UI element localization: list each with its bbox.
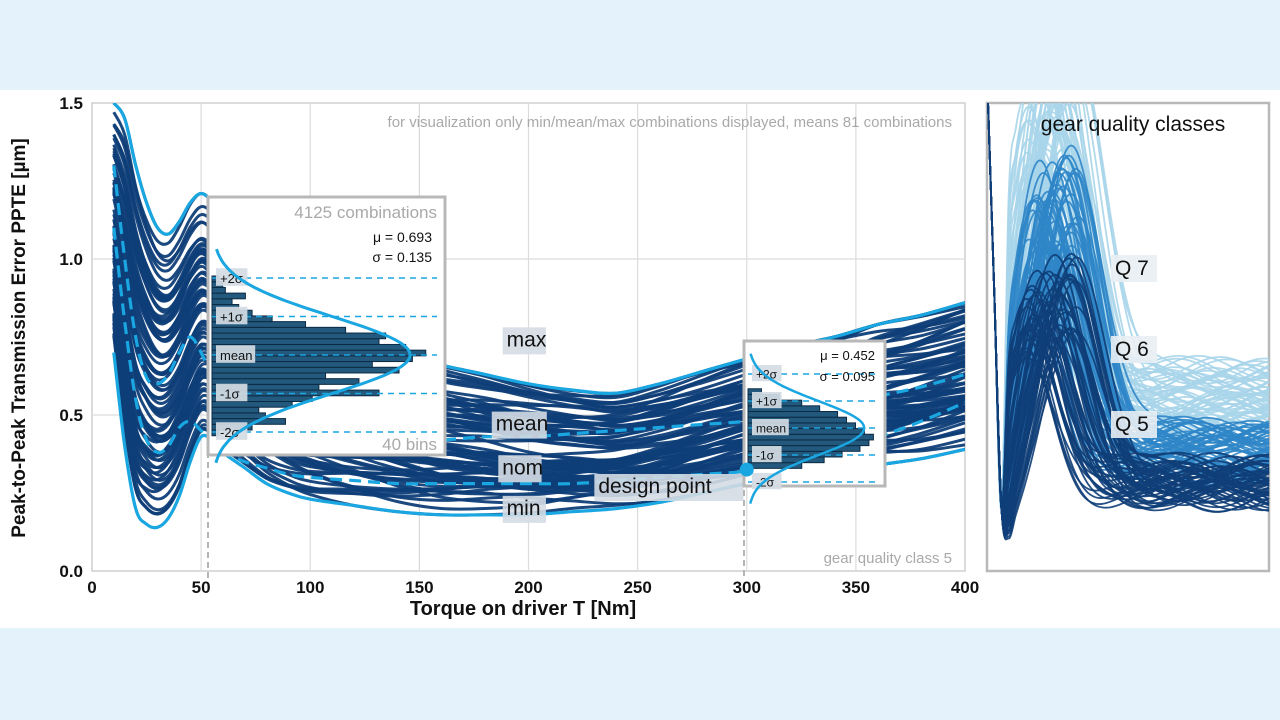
hist1-title: 4125 combinations <box>294 203 437 222</box>
figure-canvas: for visualization only min/mean/max comb… <box>9 94 1271 620</box>
quality-line-Q5 <box>987 103 1270 516</box>
y-tick-label: 1.0 <box>59 250 83 269</box>
quality-line-Q5 <box>987 103 1270 511</box>
x-tick-label: 0 <box>87 578 96 597</box>
quality-label-bg <box>1111 411 1157 438</box>
hist-bar <box>211 326 347 334</box>
hist-sigma-label-bg <box>752 392 782 409</box>
x-tick-label: 200 <box>514 578 542 597</box>
x-axis-label: Torque on driver T [Nm] <box>410 598 636 620</box>
y-tick-labels: 0.0 0.5 1.0 1.5 <box>59 94 83 581</box>
hist-sigma-label-bg <box>752 446 782 463</box>
hist-sigma-label-bg <box>216 345 256 363</box>
hist-sigma-label-bg <box>216 383 248 402</box>
hist-sigma-label: -1σ <box>220 386 240 401</box>
hist-sigma-label: mean <box>756 422 786 436</box>
x-tick-label: 100 <box>296 578 324 597</box>
hist1-mu: μ = 0.693 <box>373 229 432 245</box>
hist1-bins-label: 40 bins <box>382 435 437 454</box>
x-tick-label: 50 <box>192 578 211 597</box>
annotation-bg <box>502 327 546 355</box>
hist-bar <box>211 332 387 340</box>
gear-quality-corner-label: gear quality class 5 <box>824 550 952 567</box>
hist-sigma-label: mean <box>220 348 253 363</box>
figure-band: for visualization only min/mean/max comb… <box>0 90 1280 628</box>
x-tick-labels: 0 50 100 150 200 250 300 350 400 <box>87 578 979 597</box>
series-annotations: max mean nom min design point <box>491 327 744 523</box>
hist-bar <box>211 378 360 385</box>
annotation-design-point: design point <box>598 475 711 498</box>
annotation-bg <box>498 455 542 483</box>
annotation-max: max <box>507 328 547 351</box>
hist2-normal-curve <box>749 353 866 504</box>
quality-line-Q5 <box>987 103 1270 513</box>
y-tick-label: 0.0 <box>59 562 83 581</box>
hist-sigma-label-bg <box>752 419 789 436</box>
hist-sigma-label: +1σ <box>220 309 243 324</box>
design-point-marker <box>739 462 754 477</box>
x-tick-label: 350 <box>842 578 870 597</box>
visualization-note: for visualization only min/mean/max comb… <box>388 114 952 131</box>
quality-line-Q5 <box>987 103 1270 524</box>
hist2-sigma: σ = 0.095 <box>820 369 875 384</box>
y-tick-label: 1.5 <box>59 94 83 113</box>
hist-sigma-label-bg <box>216 268 248 286</box>
annotation-nom: nom <box>502 456 543 479</box>
hist-sigma-label: +2σ <box>220 271 243 286</box>
hist2-bars <box>747 388 874 469</box>
annotation-bg <box>594 474 744 501</box>
y-tick-label: 0.5 <box>59 406 83 425</box>
hist-bar <box>211 400 293 408</box>
hist-bar <box>211 286 226 294</box>
hist-bar <box>747 411 839 418</box>
quality-label-Q6: Q 6 <box>1115 338 1149 361</box>
quality-label-Q5: Q 5 <box>1115 413 1149 436</box>
x-tick-label: 250 <box>623 578 651 597</box>
hist1-bars <box>211 275 427 437</box>
gear-quality-title: gear quality classes <box>1041 113 1225 136</box>
quality-label-Q7: Q 7 <box>1115 257 1149 280</box>
hist-sigma-label: +1σ <box>756 395 778 409</box>
quality-line-Q5 <box>987 103 1270 529</box>
hist-bar <box>211 338 380 345</box>
hist-bar <box>211 406 260 414</box>
x-tick-label: 400 <box>951 578 979 597</box>
annotation-min: min <box>507 497 541 520</box>
annotation-mean: mean <box>496 413 549 436</box>
quality-class-labels: Q 7 Q 6 Q 5 <box>1111 255 1157 438</box>
hist1-normal-curve <box>214 248 412 464</box>
hist-sigma-label-bg <box>216 306 248 325</box>
x-tick-label: 300 <box>733 578 761 597</box>
hist2-mu: μ = 0.452 <box>820 348 875 363</box>
hist1-sigma: σ = 0.135 <box>372 249 432 265</box>
hist-bar <box>211 366 400 374</box>
x-tick-label: 150 <box>405 578 433 597</box>
hist-bar <box>211 372 327 380</box>
annotation-bg <box>491 411 547 439</box>
hist-bar <box>211 292 246 300</box>
quality-label-bg <box>1111 255 1157 282</box>
y-axis-label: Peak-to-Peak Transmission Error PPTE [µm… <box>9 138 30 538</box>
annotation-bg <box>502 495 546 523</box>
hist-bar <box>211 412 266 420</box>
hist-sigma-label-bg <box>216 422 248 440</box>
hist-bar <box>211 298 233 306</box>
hist-sigma-label: -1σ <box>756 449 775 463</box>
quality-label-bg <box>1111 336 1157 363</box>
